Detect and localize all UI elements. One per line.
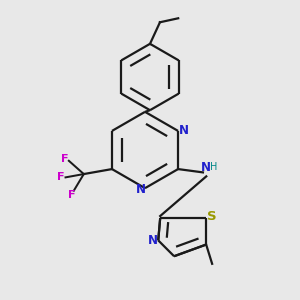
Text: F: F [68,190,76,200]
Text: H: H [210,162,218,172]
Text: N: N [135,183,146,196]
Text: F: F [57,172,64,182]
Text: N: N [179,124,189,137]
Text: N: N [201,160,211,174]
Text: N: N [148,234,158,247]
Text: S: S [207,210,216,223]
Text: F: F [61,154,69,164]
